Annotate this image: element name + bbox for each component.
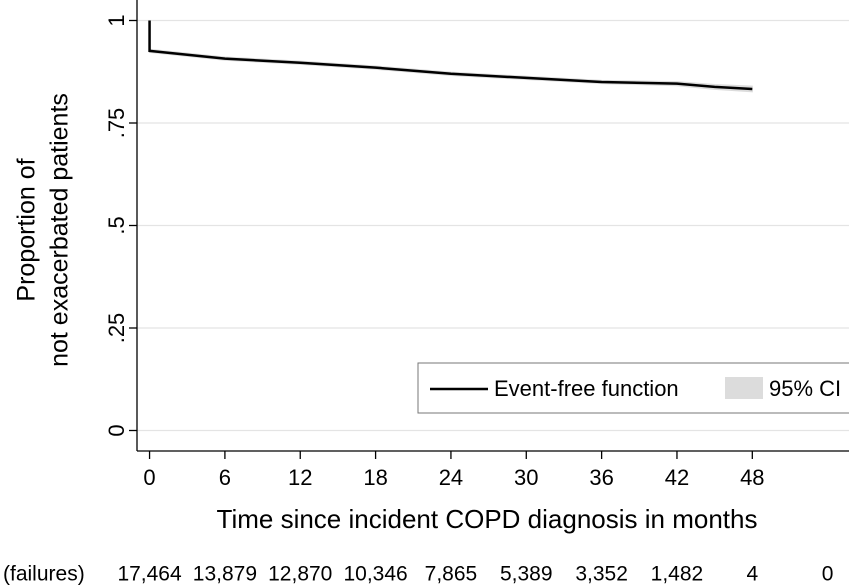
legend-swatch (725, 377, 763, 399)
y-axis-title: not exacerbated patients (46, 93, 74, 367)
risk-count: 17,464 (117, 563, 182, 586)
risk-count: 0 (822, 563, 834, 586)
ci-band (149, 48, 753, 93)
x-tick-label: 30 (514, 465, 538, 490)
x-axis-title: Time since incident COPD diagnosis in mo… (217, 504, 758, 534)
x-tick-label: 18 (363, 465, 387, 490)
legend-label: 95% CI (769, 376, 841, 401)
x-tick-label: 36 (589, 465, 613, 490)
x-tick-label: 24 (439, 465, 463, 490)
risk-count: 13,879 (193, 563, 257, 586)
legend-box (417, 362, 849, 414)
x-tick-label: 42 (665, 465, 689, 490)
survival-line (148, 20, 753, 91)
risk-table-label: (failures) (3, 563, 85, 586)
legend-label: Event-free function (494, 376, 679, 401)
risk-count: 4 (746, 563, 758, 586)
risk-count: 3,352 (575, 563, 628, 586)
y-tick-label: .75 (104, 108, 129, 139)
y-tick-label: .25 (104, 313, 129, 344)
y-axis-title: Proportion of (13, 158, 41, 301)
risk-count: 7,865 (425, 563, 478, 586)
risk-count: 10,346 (343, 563, 407, 586)
y-tick-label: 1 (104, 14, 129, 26)
y-tick-label: .5 (104, 216, 129, 234)
risk-count: 1,482 (651, 563, 704, 586)
y-tick-label: 0 (104, 424, 129, 436)
risk-count: 5,389 (500, 563, 553, 586)
x-tick-label: 6 (219, 465, 231, 490)
risk-count: 12,870 (268, 563, 332, 586)
x-tick-label: 0 (143, 465, 155, 490)
x-tick-label: 48 (740, 465, 764, 490)
x-tick-label: 12 (288, 465, 312, 490)
